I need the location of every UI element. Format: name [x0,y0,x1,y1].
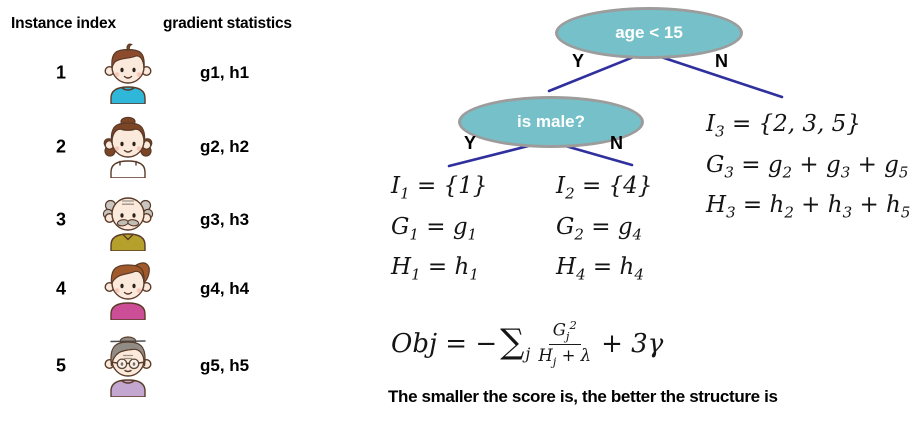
gradient-stats-label: g2, h2 [200,137,250,156]
fraction-denominator: Hj + λ [538,345,592,369]
instance-row: 5 g5, h5 [0,335,310,397]
gradient-stats-label: g1, h1 [200,63,250,82]
formula-line: H3 = h2 + h3 + h5 [706,192,911,222]
objective-formula: Obj = − ∑ j Gj2 Hj + λ + 3γ [391,318,664,369]
branch-label-no: N [610,133,623,153]
boy-avatar-icon [104,43,152,104]
instance-number: 5 [55,355,66,376]
tree-node-is-male: is male? [458,96,644,148]
instance-row: 3 g3, h3 [0,189,310,251]
tree-node-age-label: age < 15 [615,23,683,42]
formula-line: H4 = h4 [556,254,644,284]
sum-subscript: j [525,343,531,363]
objective-suffix: + 3γ [601,329,664,359]
leaf-formula-1: I1 = {1} G1 = g1 H1 = h1 [391,170,487,292]
gradient-stats-label: g3, h3 [200,210,250,229]
instance-number: 1 [55,62,66,83]
girl-avatar-icon [103,116,153,178]
instance-row: 2 g2, h2 [0,116,310,178]
objective-fraction: Gj2 Hj + λ [538,318,591,369]
formula-line: G2 = g4 [556,213,643,244]
instance-row: 4 g4, h4 [0,258,310,320]
gradient-stats-label: g5, h5 [200,356,250,375]
branch-label-yes: Y [464,133,477,153]
formula-line: I3 = {2, 3, 5} [706,111,861,141]
gradient-statistics-header: gradient statistics [163,15,292,32]
instance-number: 3 [55,209,66,230]
fraction-numerator: Gj2 [548,318,581,345]
old-man-avatar-icon [102,197,154,251]
formula-line: I2 = {4} [556,173,653,203]
formula-line: G3 = g2 + g3 + g5 [706,151,909,182]
formula-line: H1 = h1 [391,254,479,284]
gradient-stats-label: g4, h4 [200,279,250,298]
tree-node-age: age < 15 [555,7,743,59]
caption-text: The smaller the score is, the better the… [388,387,778,406]
ponytail-woman-avatar-icon [104,262,152,320]
branch-label-yes: Y [572,51,585,71]
objective-prefix: Obj = − [391,329,498,359]
branch-label-no: N [715,51,728,71]
sum-symbol: ∑ [500,322,525,362]
tree-node-is-male-label: is male? [516,112,586,131]
formula-line: G1 = g1 [391,213,478,244]
instance-index-header: Instance index [11,15,116,32]
instance-row: 1 g1, h1 [0,42,310,104]
instance-number: 2 [55,136,66,157]
old-woman-avatar-icon [104,336,152,397]
instance-number: 4 [55,278,66,299]
leaf-formula-2: I2 = {4} G2 = g4 H4 = h4 [556,170,652,292]
leaf-formula-3: I3 = {2, 3, 5} G3 = g2 + g3 + g5 H3 = h2… [706,108,910,230]
formula-line: I1 = {1} [391,173,488,203]
